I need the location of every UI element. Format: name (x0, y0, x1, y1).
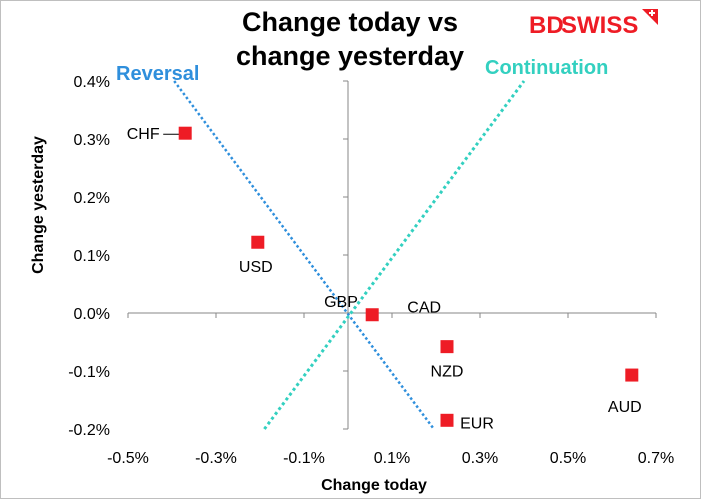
x-tick-label: -0.5% (107, 450, 149, 467)
x-tick-label: 0.7% (638, 450, 674, 467)
annotation-continuation: Continuation (485, 57, 608, 79)
point-label-usd: USD (239, 259, 273, 276)
x-tick-label: 0.5% (550, 450, 586, 467)
continuation-line (263, 80, 526, 430)
marker-usd (251, 235, 265, 249)
x-axis-title: Change today (321, 477, 427, 494)
x-tick-label: 0.3% (462, 450, 498, 467)
x-tick-labels: -0.5% -0.3% -0.1% 0.1% 0.3% 0.5% 0.7% (107, 450, 674, 467)
y-tick-label: 0.0% (74, 306, 110, 323)
swiss-cross-icon (642, 9, 658, 25)
point-label-nzd: NZD (431, 364, 464, 381)
marker-cad (365, 308, 379, 322)
point-label-aud: AUD (608, 399, 642, 416)
y-tick-marks (343, 80, 348, 430)
annotation-reversal: Reversal (116, 63, 199, 85)
x-tick-marks (127, 313, 657, 318)
point-label-eur: EUR (460, 415, 494, 432)
y-tick-label: -0.1% (68, 364, 110, 381)
logo-text-swiss: SWISS (561, 12, 638, 39)
marker-aud (625, 368, 639, 382)
marker-chf (178, 126, 192, 140)
markers (178, 126, 639, 427)
y-tick-label: 0.4% (74, 74, 110, 91)
point-labels: CHF USD GBP CAD NZD EUR AUD (127, 126, 642, 432)
x-tick-label: 0.1% (374, 450, 410, 467)
x-tick-label: -0.1% (283, 450, 325, 467)
chart-title-line-1: Change today vs (242, 7, 458, 37)
y-tick-label: 0.3% (74, 132, 110, 149)
y-tick-label: 0.2% (74, 190, 110, 207)
y-axis-title: Change yesterday (30, 136, 47, 274)
chart-title-line-2: change yesterday (236, 41, 464, 71)
reversal-line (173, 80, 435, 430)
point-label-gbp: GBP (324, 294, 358, 311)
point-label-chf: CHF (127, 126, 160, 143)
y-tick-label: -0.2% (68, 422, 110, 439)
point-label-cad: CAD (407, 300, 441, 317)
marker-nzd (440, 340, 454, 354)
y-tick-label: 0.1% (74, 248, 110, 265)
logo-text-bd: BD (529, 12, 564, 39)
y-tick-labels: -0.2% -0.1% 0.0% 0.1% 0.2% 0.3% 0.4% (68, 74, 110, 439)
marker-eur (440, 413, 454, 427)
bdswiss-logo: BD SWISS (529, 9, 658, 39)
x-tick-label: -0.3% (195, 450, 237, 467)
